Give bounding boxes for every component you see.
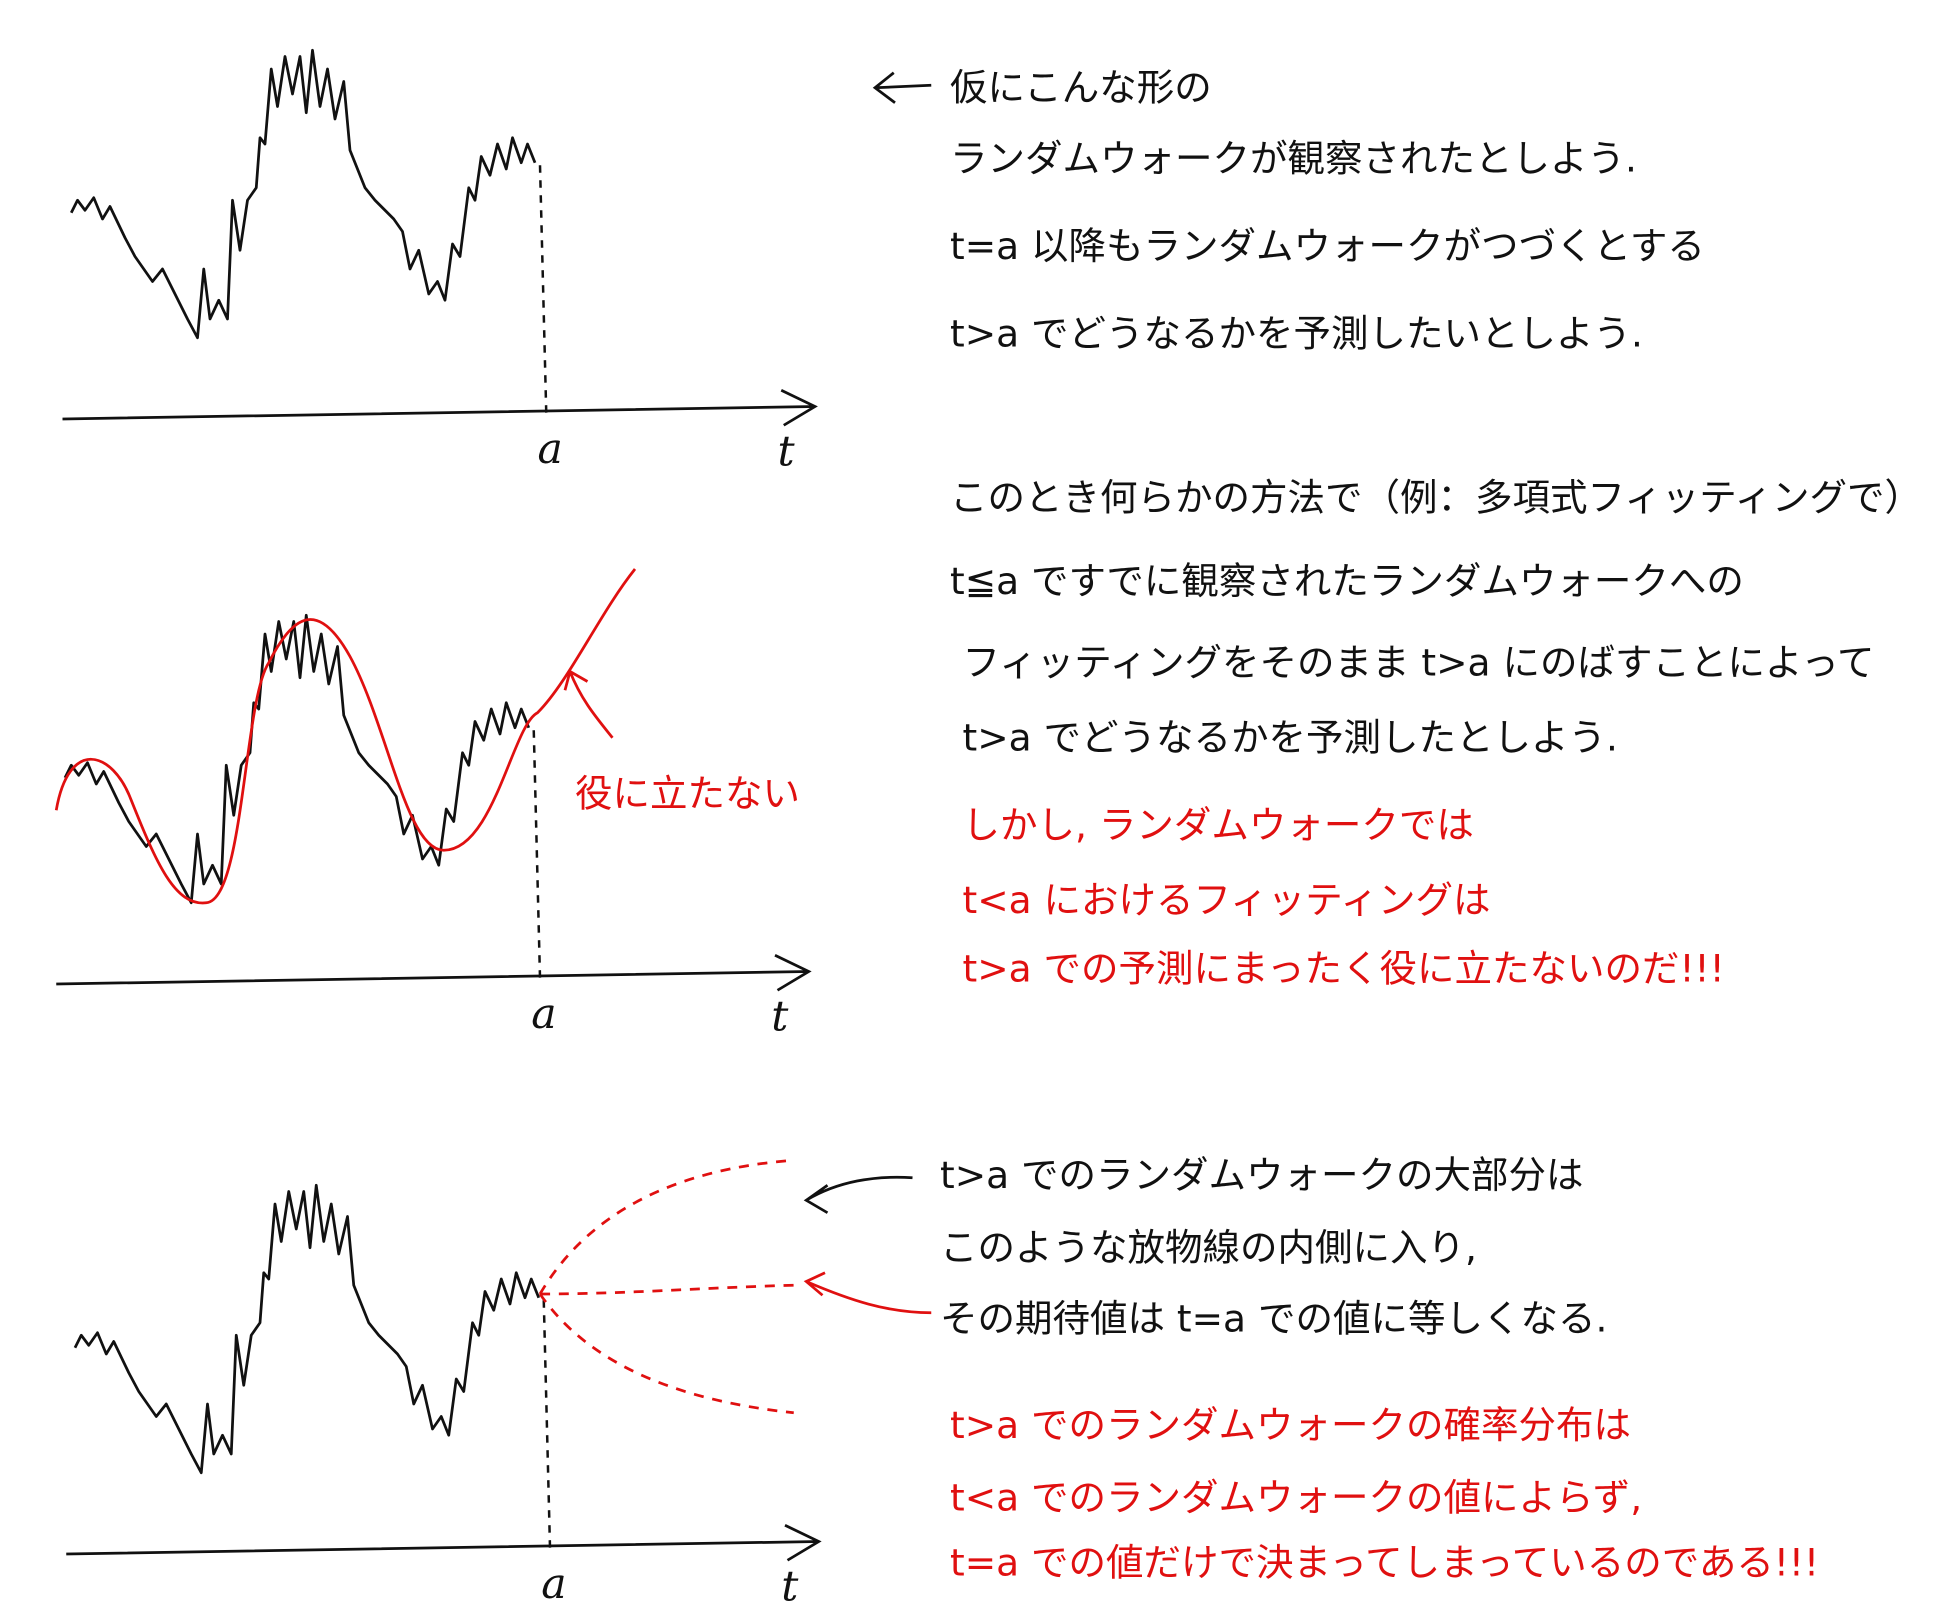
panel-2: a t 役に立たない このとき何らかの方法で（例：多項式フィッティングで） t≦… xyxy=(54,475,1922,1041)
axis-label-t: t xyxy=(778,427,796,476)
warning-line: t<a でのランダムウォークの値によらず, xyxy=(950,1475,1642,1519)
axis-label-t: t xyxy=(781,1562,799,1611)
arrow xyxy=(563,669,614,739)
random-walk xyxy=(63,613,531,905)
panel-3: a t t>a でのランダムウォークの大部分は このような放物線の内側に入り, … xyxy=(64,1153,1819,1611)
caption-line: t≦a ですでに観察されたランダムウォークへの xyxy=(950,559,1744,603)
caption-line: t>a でどうなるかを予測したとしよう. xyxy=(963,715,1618,759)
axis-label-a: a xyxy=(531,990,556,1039)
parabola-lower xyxy=(538,1293,794,1415)
warning-line: t>a での予測にまったく役に立たないのだ!!! xyxy=(963,947,1725,991)
caption-line: フィッティングをそのまま t>a にのばすことによって xyxy=(963,640,1875,684)
warning-line: t>a でのランダムウォークの確率分布は xyxy=(950,1403,1631,1447)
caption-line: t=a 以降もランダムウォークがつづくとする xyxy=(950,224,1705,268)
caption-line: ランダムウォークが観察されたとしよう. xyxy=(950,137,1637,181)
warning-line: しかし, ランダムウォークでは xyxy=(963,803,1474,847)
fitting-curve xyxy=(54,568,637,905)
caption-line: このとき何らかの方法で（例：多項式フィッティングで） xyxy=(950,475,1922,519)
axis-label-a: a xyxy=(538,425,563,474)
warning-line: t<a におけるフィッティングは xyxy=(963,878,1491,922)
caption-line: t>a でどうなるかを予測したいとしよう. xyxy=(950,312,1643,356)
caption-line: このような放物線の内側に入り, xyxy=(940,1225,1477,1269)
expected-value xyxy=(539,1283,794,1296)
panel-1: a t 仮にこんな形の ランダムウォークが観察されたとしよう. t=a 以降もラ… xyxy=(61,48,1705,476)
axis-label-t: t xyxy=(771,992,789,1041)
parabola-upper xyxy=(538,1158,794,1295)
axis-label-a: a xyxy=(541,1560,566,1609)
warning-line: t=a での値だけで決まってしまっているのである!!! xyxy=(950,1540,1819,1584)
random-walk xyxy=(69,48,537,340)
caption-line: その期待値は t=a での値に等しくなる. xyxy=(940,1297,1607,1341)
caption-line: 仮にこんな形の xyxy=(950,65,1212,109)
arrow xyxy=(803,1175,913,1214)
random-walk xyxy=(73,1183,541,1475)
caption-line: t>a でのランダムウォークの大部分は xyxy=(940,1153,1584,1197)
arrow xyxy=(872,71,932,104)
arrow xyxy=(803,1271,932,1315)
annotation: 役に立たない xyxy=(575,772,800,816)
